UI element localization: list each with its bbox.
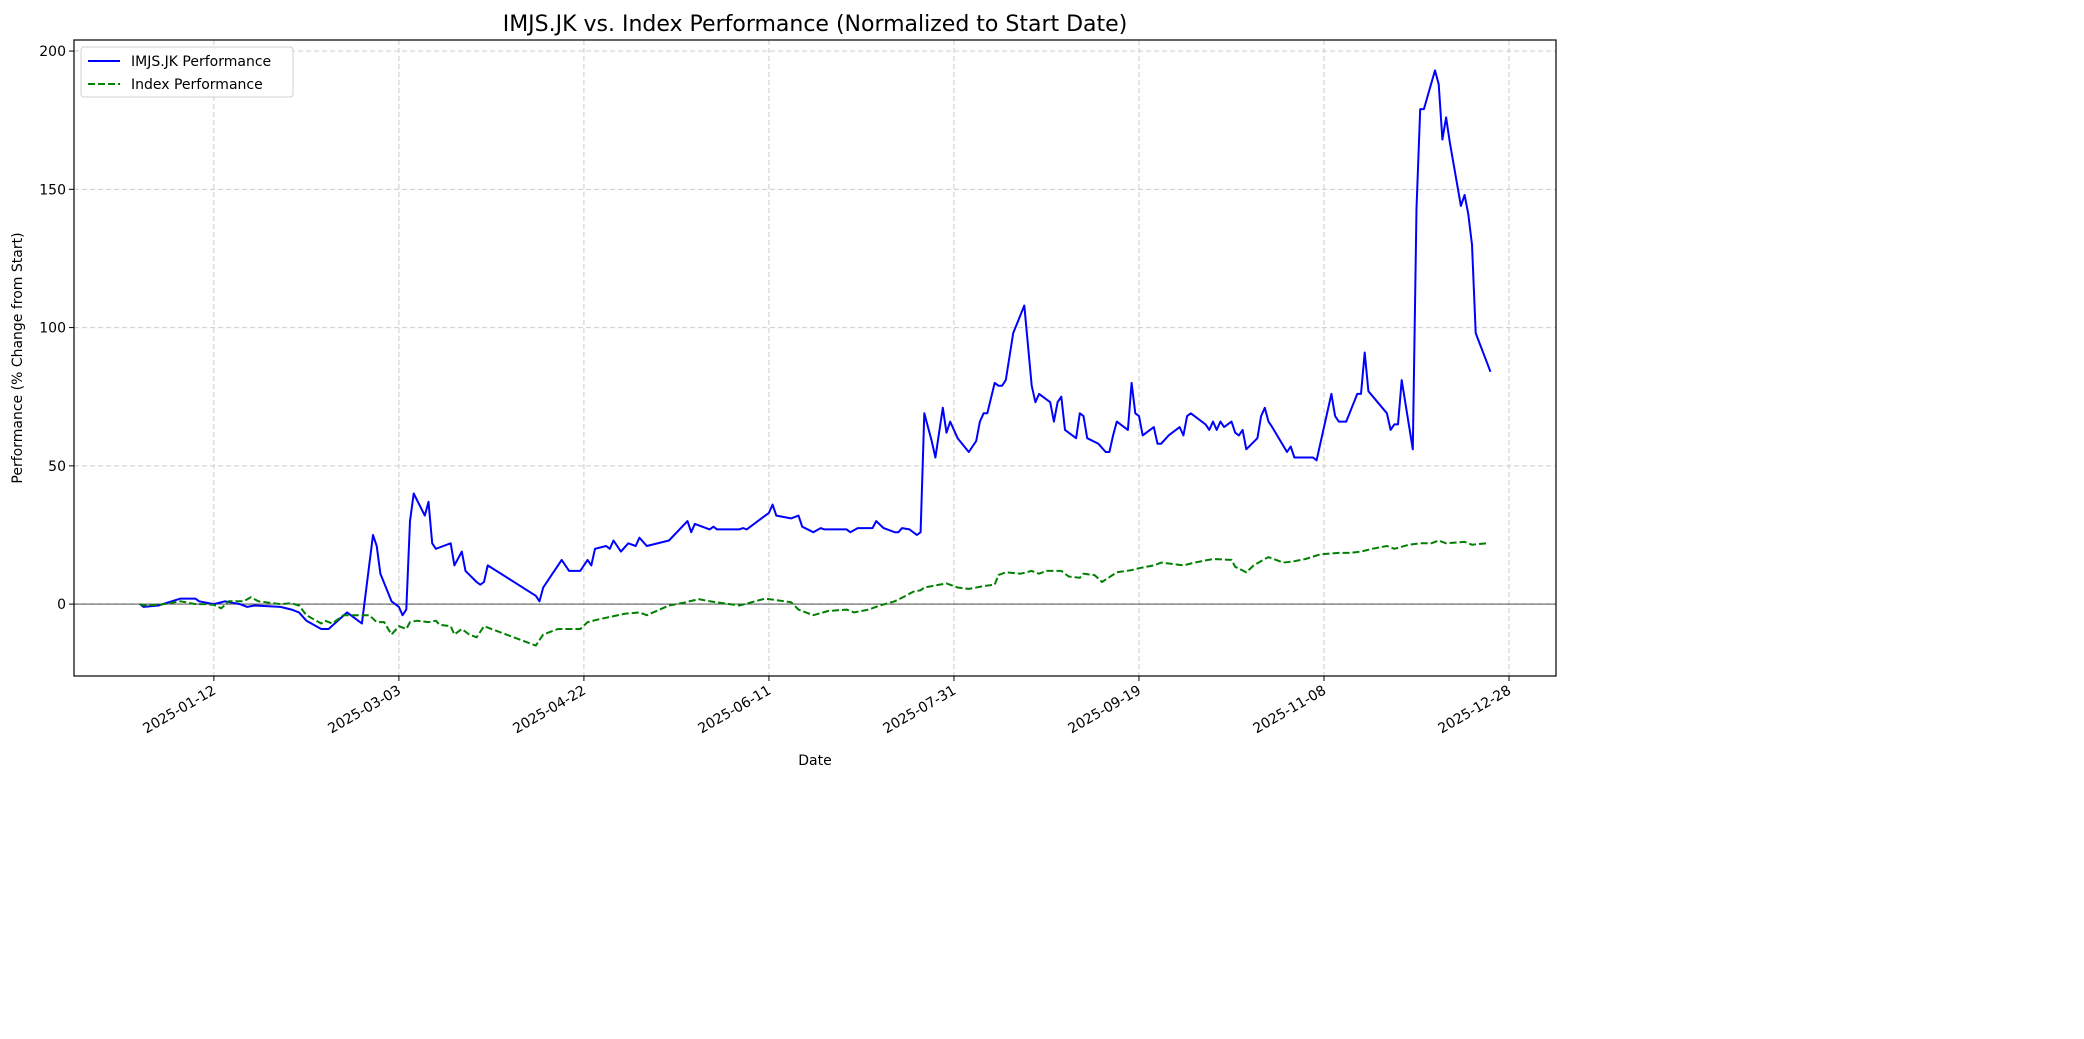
x-tick-label: 2025-03-03 [325, 683, 403, 738]
series-group [139, 69, 1492, 647]
y-tick-label: 100 [39, 321, 66, 337]
x-tick-label: 2025-09-19 [1065, 683, 1143, 738]
x-tick-label: 2025-11-08 [1251, 683, 1329, 738]
series-line-imjs [139, 69, 1492, 630]
y-tick-label: 150 [39, 182, 66, 198]
legend-label-index: Index Performance [131, 77, 263, 93]
plot-frame [73, 39, 1557, 677]
x-axis-label: Date [798, 753, 831, 769]
x-tick-label: 2025-06-11 [695, 683, 773, 738]
legend-label-imjs: IMJS.JK Performance [131, 54, 271, 70]
x-tick-label: 2025-04-22 [510, 683, 588, 738]
x-axis: 2025-01-12 2025-03-03 2025-04-22 2025-06-11… [140, 676, 1514, 737]
x-tick-label: 2025-07-31 [880, 683, 958, 738]
y-tick-label: 50 [48, 459, 66, 475]
y-axis-label: Performance (% Change from Start) [10, 232, 26, 483]
x-tick-label: 2025-12-28 [1436, 683, 1514, 738]
legend: IMJS.JK Performance Index Performance [80, 46, 294, 98]
x-tick-label: 2025-01-12 [140, 683, 218, 738]
y-tick-label: 200 [39, 44, 66, 60]
chart-title: IMJS.JK vs. Index Performance (Normalize… [503, 12, 1128, 37]
y-axis: 0 50 100 150 200 [39, 44, 74, 613]
series-line-index [139, 539, 1487, 647]
y-tick-label: 0 [57, 597, 66, 613]
legend-box [80, 46, 294, 98]
grid [74, 40, 1556, 676]
